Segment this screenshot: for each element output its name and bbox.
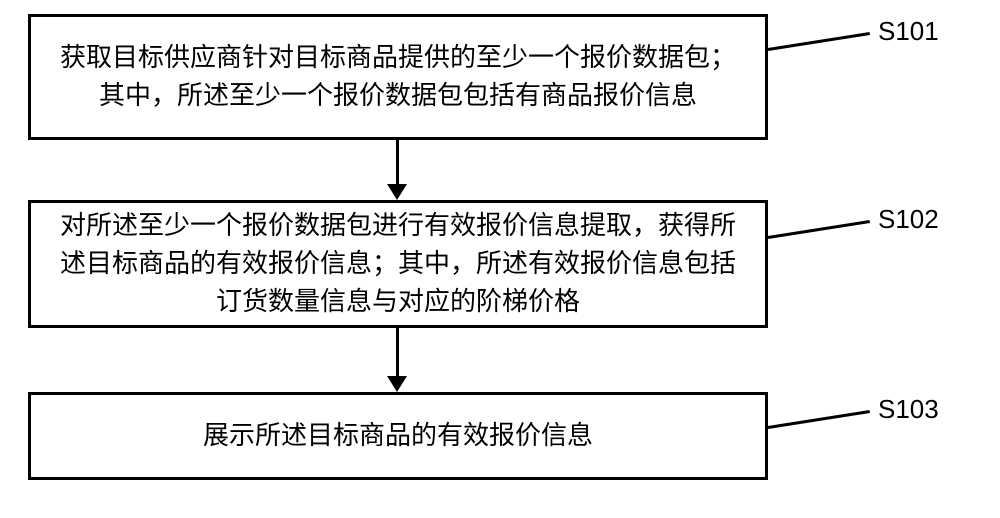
flow-label-s101: S101 [878,16,939,47]
flowchart-canvas: 获取目标供应商针对目标商品提供的至少一个报价数据包；其中，所述至少一个报价数据包… [0,0,1000,518]
label-connector [768,220,870,239]
flow-node-s103: 展示所述目标商品的有效报价信息 [28,392,768,480]
label-connector [768,32,870,51]
flow-node-s101: 获取目标供应商针对目标商品提供的至少一个报价数据包；其中，所述至少一个报价数据包… [28,14,768,140]
flow-label-s102: S102 [878,204,939,235]
flow-node-text: 展示所述目标商品的有效报价信息 [49,417,747,455]
flow-node-s102: 对所述至少一个报价数据包进行有效报价信息提取，获得所述目标商品的有效报价信息；其… [28,200,768,328]
flow-label-s103: S103 [878,394,939,425]
flow-node-text: 对所述至少一个报价数据包进行有效报价信息提取，获得所述目标商品的有效报价信息；其… [49,207,747,320]
label-connector [768,410,870,429]
flow-edge [396,328,399,378]
flow-edge [396,140,399,186]
arrow-down-icon [387,376,407,392]
flow-node-text: 获取目标供应商针对目标商品提供的至少一个报价数据包；其中，所述至少一个报价数据包… [49,39,747,114]
arrow-down-icon [387,184,407,200]
